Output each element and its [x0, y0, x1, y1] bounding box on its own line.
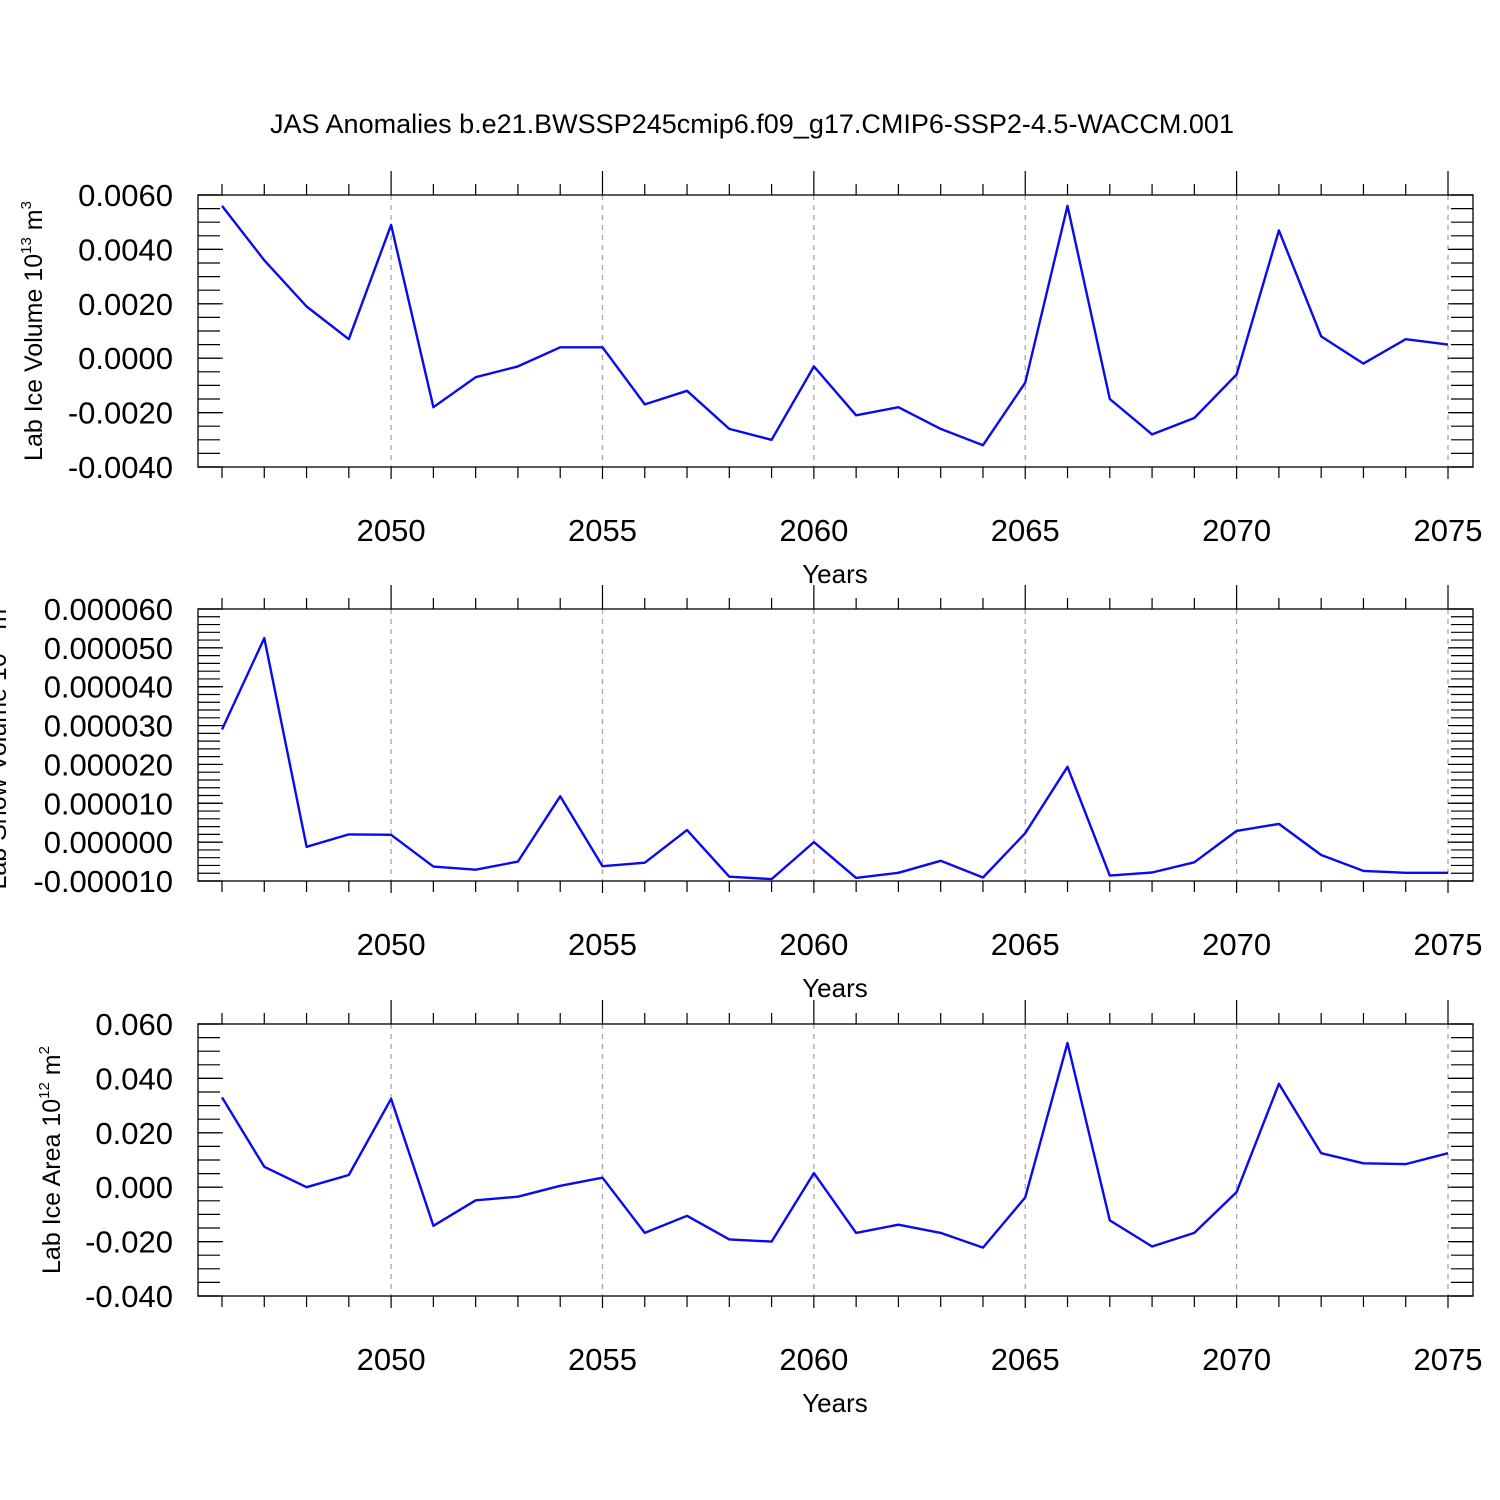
y-tick-label: -0.000010 — [33, 864, 173, 899]
y-tick-label: 0.040 — [95, 1061, 173, 1096]
y-tick-label: 0.0000 — [78, 341, 173, 376]
x-tick-label: 2055 — [568, 513, 637, 548]
y-axis-label: Lab Snow Volume 1013 m3 — [0, 600, 12, 889]
x-tick-label: 2060 — [779, 1342, 848, 1377]
y-tick-label: 0.020 — [95, 1116, 173, 1151]
x-tick-label: 2075 — [1414, 1342, 1483, 1377]
x-tick-label: 2055 — [568, 927, 637, 962]
x-tick-label: 2075 — [1414, 513, 1483, 548]
y-tick-label: 0.0060 — [78, 178, 173, 213]
panels: -0.0040 -0.0020 0.0000 0.0020 0.0040 0.0060 20… — [0, 171, 1482, 1418]
x-tick-label: 2060 — [779, 927, 848, 962]
plot-frame — [197, 608, 1474, 882]
series-line — [220, 1041, 1449, 1249]
panel-3: -0.040 -0.020 0.000 0.020 0.040 0.060 2050 2055… — [36, 1000, 1482, 1418]
x-tick-label: 2065 — [991, 1342, 1060, 1377]
series-line — [221, 204, 1449, 447]
x-tick-label: 2070 — [1202, 513, 1271, 548]
x-tick-label: 2050 — [357, 1342, 426, 1377]
x-tick-label: 2070 — [1202, 1342, 1271, 1377]
x-tick-label: 2055 — [568, 1342, 637, 1377]
x-tick-label: 2060 — [779, 513, 848, 548]
x-tick-label: 2075 — [1414, 927, 1483, 962]
y-tick-label: 0.000040 — [44, 670, 173, 705]
x-tick-label: 2070 — [1202, 927, 1271, 962]
y-tick-label: 0.000 — [95, 1170, 173, 1205]
series-line — [220, 636, 1448, 881]
y-tick-label: -0.0040 — [68, 450, 173, 485]
y-axis-label: Lab Ice Area 1012 m2 — [36, 1046, 66, 1274]
y-tick-label: 0.000000 — [44, 825, 173, 860]
x-axis-label: Years — [802, 973, 868, 1003]
y-tick-label: 0.0040 — [78, 232, 173, 267]
figure-title: JAS Anomalies b.e21.BWSSP245cmip6.f09_g1… — [270, 109, 1234, 139]
y-tick-label: -0.040 — [85, 1279, 173, 1314]
panel-2: -0.000010 0.000000 0.000010 0.0000200.00003… — [0, 585, 1482, 1003]
x-tick-label: 2065 — [991, 513, 1060, 548]
y-tick-label: 0.060 — [95, 1007, 173, 1042]
y-axis-label: Lab Ice Volume 1013 m3 — [18, 201, 48, 461]
y-tick-label: 0.000030 — [44, 709, 173, 744]
x-tick-label: 2065 — [991, 927, 1060, 962]
y-tick-label: 0.000010 — [44, 786, 173, 821]
y-tick-label: 0.000060 — [44, 592, 173, 627]
y-tick-label: 0.0020 — [78, 287, 173, 322]
x-tick-label: 2050 — [357, 513, 426, 548]
y-tick-label: -0.020 — [85, 1225, 173, 1260]
y-tick-label: 0.000050 — [44, 631, 173, 666]
y-tick-label: -0.0020 — [68, 396, 173, 431]
panel-1: -0.0040 -0.0020 0.0000 0.0020 0.0040 0.0060 20… — [18, 171, 1482, 589]
x-axis-label: Years — [802, 1388, 868, 1418]
x-axis-label: Years — [802, 559, 868, 589]
x-tick-label: 2050 — [357, 927, 426, 962]
y-tick-label: 0.000020 — [44, 747, 173, 782]
